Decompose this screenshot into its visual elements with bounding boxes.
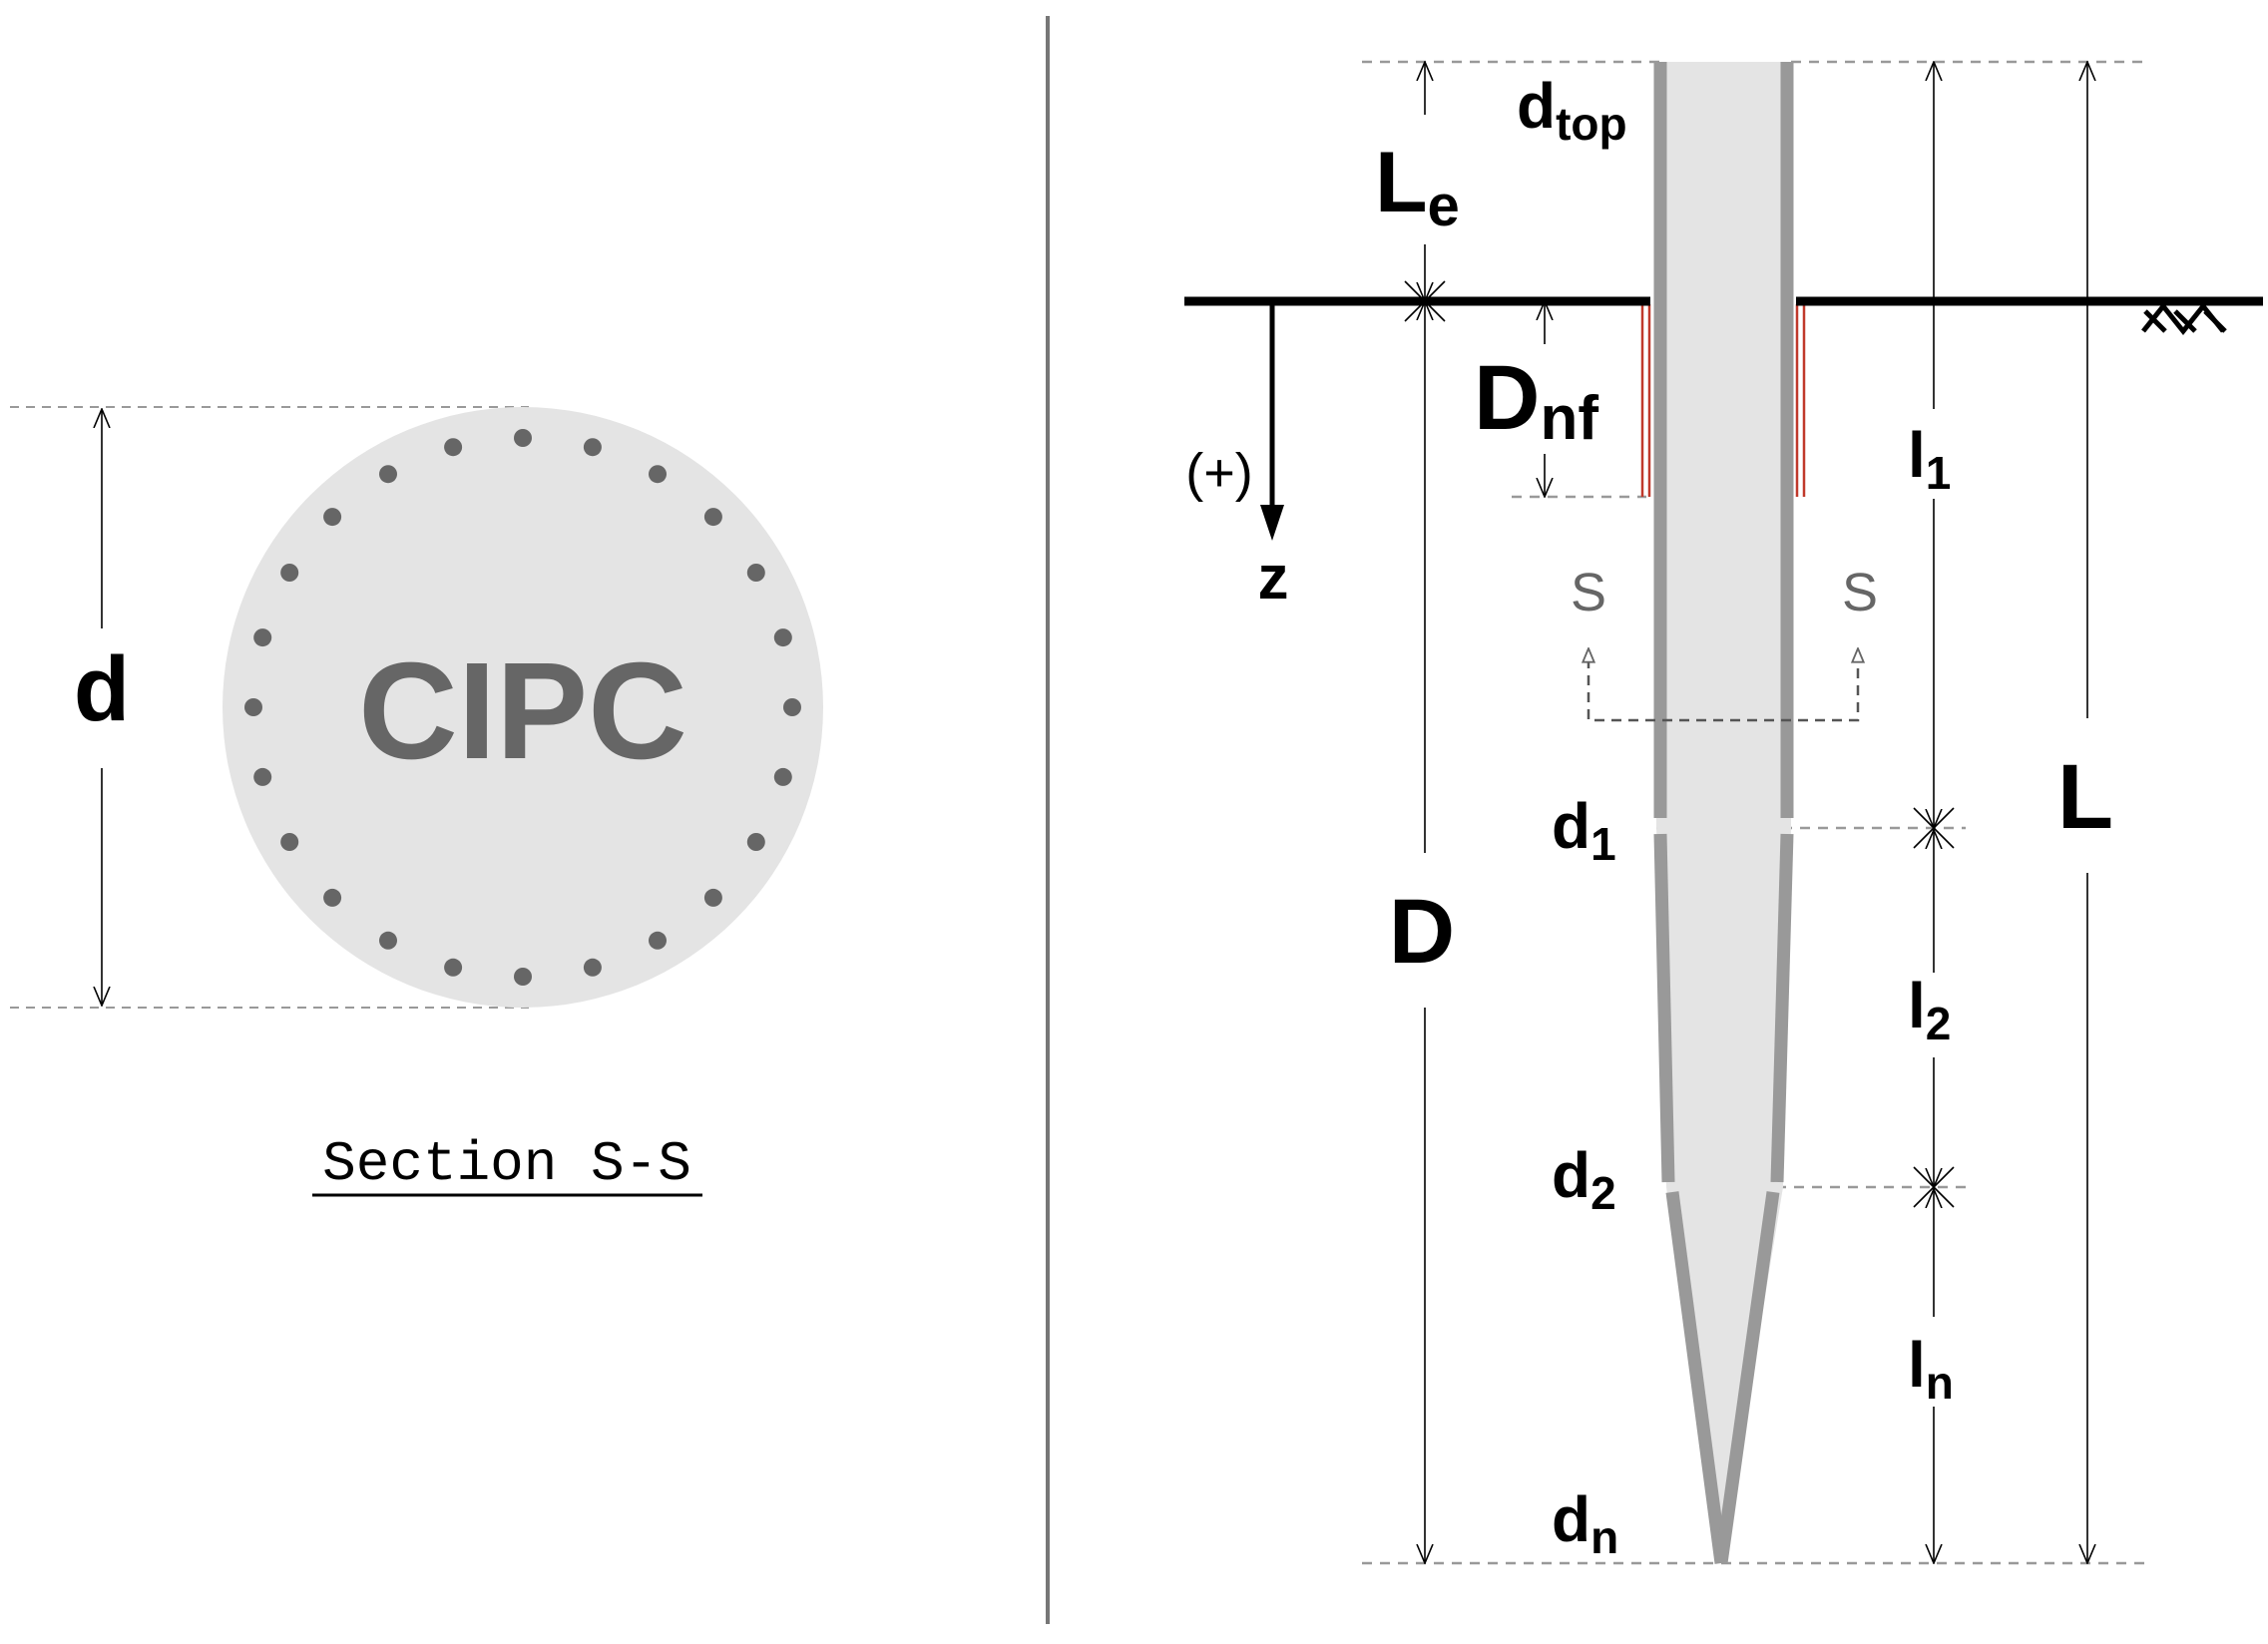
rebar-dot xyxy=(379,465,397,484)
section-center-label: CIPC xyxy=(358,634,687,788)
le-label: Le xyxy=(1375,135,1460,238)
rebar-dot xyxy=(253,767,272,786)
rebar-ring xyxy=(244,429,801,986)
pile-wall-left-middle xyxy=(1653,833,1675,1183)
l1-label: l1 xyxy=(1908,419,1951,499)
pile-body xyxy=(1656,62,1791,1563)
rebar-dot xyxy=(323,888,342,907)
ground-hatch-icon xyxy=(2141,301,2227,336)
rebar-dot xyxy=(379,931,397,950)
d1-label: d1 xyxy=(1552,790,1616,870)
rebar-dot xyxy=(746,564,765,582)
elevation-view: (+) z Le dtop D Dnf S S d1 d2 dn l1 l2 xyxy=(1184,60,2263,1565)
D-label: D xyxy=(1389,881,1455,983)
ln-label: ln xyxy=(1908,1329,1954,1409)
rebar-dot xyxy=(703,508,722,527)
rebar-dot xyxy=(783,698,801,716)
rebar-dot xyxy=(773,767,792,786)
rebar-dot xyxy=(444,958,463,977)
section-cut-line xyxy=(1587,658,1860,722)
rebar-dot xyxy=(773,628,792,647)
dtop-label: dtop xyxy=(1517,70,1627,150)
pile-wall-right-middle xyxy=(1770,833,1794,1183)
rebar-dot xyxy=(514,429,532,447)
rebar-dot xyxy=(649,465,667,484)
rebar-dot xyxy=(444,438,463,457)
pile-wall-right-tip xyxy=(1714,1191,1780,1564)
rebar-dot xyxy=(253,628,272,647)
l2-label: l2 xyxy=(1908,970,1951,1049)
rebar-dot xyxy=(703,888,722,907)
z-axis-sign: (+) xyxy=(1185,443,1253,503)
section-view: CIPC d Section S-S xyxy=(10,406,823,1197)
rebar-dot xyxy=(323,508,342,527)
rebar-dot xyxy=(514,968,532,986)
z-axis-arrowhead-icon xyxy=(1260,505,1284,541)
section-mark-left: S xyxy=(1571,563,1606,622)
dimension-ticks xyxy=(1404,280,1955,1208)
z-axis-label: z xyxy=(1258,544,1289,613)
diameter-label: d xyxy=(74,638,130,740)
rebar-dot xyxy=(583,958,602,977)
section-mark-right: S xyxy=(1842,563,1878,622)
L-label: L xyxy=(2057,746,2113,848)
dnf-label: Dnf xyxy=(1474,347,1598,453)
section-caption: Section S-S xyxy=(322,1132,691,1196)
negative-friction-zone xyxy=(1640,304,1806,497)
d2-label: d2 xyxy=(1552,1139,1616,1219)
pile-cross-section xyxy=(223,407,823,1008)
dn-label: dn xyxy=(1552,1483,1618,1563)
rebar-dot xyxy=(244,698,262,716)
rebar-dot xyxy=(280,833,299,851)
pile-wall-left-tip xyxy=(1665,1191,1728,1564)
rebar-dot xyxy=(280,564,299,582)
rebar-dot xyxy=(649,931,667,950)
rebar-dot xyxy=(583,438,602,457)
rebar-dot xyxy=(746,833,765,851)
